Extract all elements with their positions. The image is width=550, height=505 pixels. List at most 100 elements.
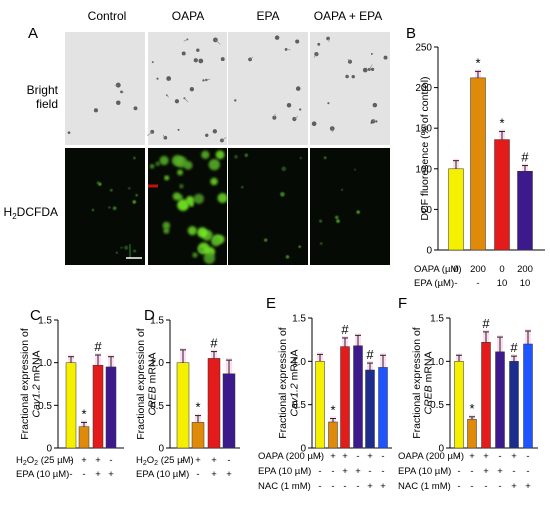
y-axis-label-gene: Cav1.2 [30,384,42,417]
cell-speck [156,77,159,80]
cell-process [183,39,188,42]
y-axis-label-gene: Cav1.2 [288,383,300,416]
cell-speck [189,87,195,92]
brightfield-image-3 [228,32,308,145]
condition-value: - [526,466,529,477]
condition-value: - [356,451,359,462]
y-tick-label: 1.0 [150,358,164,369]
fluorescent-cell [163,227,170,234]
condition-value: - [181,469,184,480]
fluorescent-cell [203,252,216,264]
condition-label: OAPA (200 µM) [258,451,324,462]
condition-value: + [511,451,517,462]
condition-value: + [355,466,361,477]
cell-speck [193,58,198,63]
fluorescent-cell [162,221,171,230]
cell-speck [295,39,300,44]
condition-value: - [69,469,72,480]
fluorescent-cell [177,199,190,211]
cell-speck [151,61,154,64]
condition-value: - [454,278,457,289]
condition-value: + [380,481,386,492]
fluorescent-cell [298,245,301,249]
cell-speck [370,122,373,124]
bar-4 [353,345,363,449]
condition-label: EPA (µM) [414,278,454,289]
condition-label: EPA (10 µM) [136,469,189,480]
condition-label: EPA (10 µM) [258,466,311,477]
y-axis-label: DCF fluoresence (% of control) [419,76,431,220]
condition-value: - [512,466,515,477]
bar-4 [495,351,505,449]
condition-value: + [525,481,531,492]
bar-2 [467,419,477,449]
panel-d-letter: D [144,307,155,324]
condition-value: + [226,469,232,480]
fluorescent-cell [244,153,248,157]
cell-speck [372,102,378,108]
cell-process [221,137,227,141]
y-tick-label: 0.5 [430,400,444,411]
bar-5 [365,369,375,449]
significance-star: * [499,115,504,130]
y-axis-label-line1: Fractional expression of [19,328,31,440]
cell-process [184,98,189,103]
panel-a-letter: A [28,25,38,42]
fluorescence-image-4 [310,148,390,265]
y-tick-label: 200 [415,83,432,94]
condition-value: + [367,451,373,462]
condition-value: 200 [470,264,486,275]
condition-value: + [95,455,101,466]
condition-value: - [331,466,334,477]
fluorescent-cell [172,192,181,201]
y-tick-label: 0 [426,246,432,257]
bar-3 [340,346,350,449]
condition-value: - [498,451,501,462]
cell-speck [317,42,321,46]
fluorescent-cell [133,156,136,160]
condition-value: - [381,451,384,462]
fluorescent-cell [280,191,285,197]
column-label-oapa: OAPA [172,9,204,23]
y-tick-label: 0 [300,444,306,455]
condition-label: NAC (1 mM) [398,481,451,492]
y-axis-label-tail: mRNA [288,349,300,383]
condition-value: - [227,455,230,466]
panel-f-chart: F 0 0.5 1.0 1.5 Fractional expression ofCREB … [398,295,538,492]
cell-speck [295,86,301,91]
condition-value: - [318,481,321,492]
y-tick-label: 0.5 [38,401,52,412]
bar-2 [78,426,90,449]
y-tick-label: 1.0 [292,357,306,368]
condition-value: - [526,451,529,462]
condition-value: - [181,455,184,466]
condition-value: + [483,466,489,477]
y-tick-label: 0.5 [150,401,164,412]
condition-label: EPA (10 µM) [398,466,451,477]
fluorescent-cell [201,150,210,160]
condition-value: 200 [517,264,533,275]
cell-speck [133,106,138,111]
fluorescent-cell [299,156,302,160]
fluorescent-cell [264,238,268,242]
fluorescent-cell [128,186,131,190]
panel-e-letter: E [266,295,276,312]
cell-speck [327,102,330,105]
condition-value: - [476,278,479,289]
condition-value: - [318,451,321,462]
condition-label: H2O2 (25 µM) [136,455,194,467]
fluorescent-cell [150,164,155,169]
y-axis-label-gene: CREB [422,385,434,414]
y-axis-label: Fractional expression ofCREB mRNA [411,327,435,439]
condition-value: + [211,469,217,480]
cell-process [249,56,254,60]
condition-value: + [483,451,489,462]
significance-star: * [475,55,480,70]
fluorescence-image-3 [228,148,308,265]
condition-value: - [457,481,460,492]
y-axis-label-line1: Fractional expression of [135,328,147,440]
bar-3 [494,139,510,251]
significance-hash: # [366,347,374,362]
cell-speck [166,76,172,81]
